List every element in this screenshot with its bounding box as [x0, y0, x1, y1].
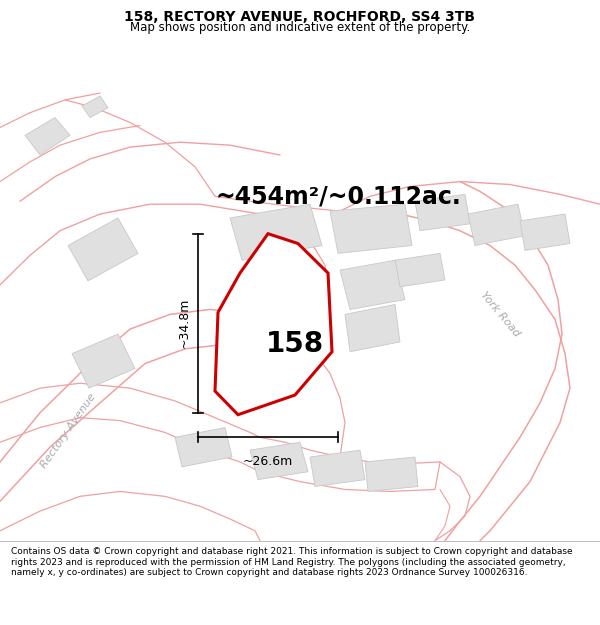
- Text: ~454m²/~0.112ac.: ~454m²/~0.112ac.: [215, 184, 461, 208]
- Polygon shape: [250, 442, 308, 479]
- Text: ~26.6m: ~26.6m: [243, 455, 293, 468]
- Text: York Road: York Road: [478, 290, 521, 339]
- Polygon shape: [468, 204, 525, 246]
- Polygon shape: [415, 194, 470, 231]
- Text: Rectory Avenue: Rectory Avenue: [38, 391, 98, 469]
- Polygon shape: [330, 204, 412, 253]
- Text: ~34.8m: ~34.8m: [178, 298, 191, 348]
- Polygon shape: [345, 304, 400, 352]
- Polygon shape: [395, 253, 445, 287]
- Polygon shape: [215, 234, 332, 415]
- Polygon shape: [175, 428, 232, 467]
- Polygon shape: [72, 334, 135, 388]
- Text: Map shows position and indicative extent of the property.: Map shows position and indicative extent…: [130, 21, 470, 34]
- Polygon shape: [520, 214, 570, 251]
- Polygon shape: [365, 457, 418, 491]
- Polygon shape: [340, 260, 405, 309]
- Polygon shape: [310, 450, 365, 486]
- Polygon shape: [25, 118, 70, 155]
- Polygon shape: [68, 218, 138, 281]
- Text: 158, RECTORY AVENUE, ROCHFORD, SS4 3TB: 158, RECTORY AVENUE, ROCHFORD, SS4 3TB: [125, 10, 476, 24]
- Text: 158: 158: [266, 330, 324, 358]
- Polygon shape: [230, 204, 322, 260]
- Text: Contains OS data © Crown copyright and database right 2021. This information is : Contains OS data © Crown copyright and d…: [11, 548, 572, 577]
- Polygon shape: [82, 96, 108, 118]
